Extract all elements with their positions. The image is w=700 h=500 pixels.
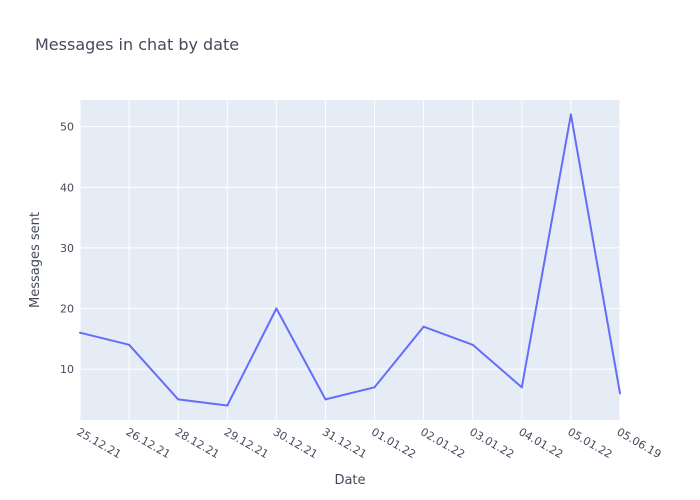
x-tick-label: 05.01.22: [565, 425, 614, 461]
x-tick-label: 01.01.22: [369, 425, 418, 461]
series-layer: [79, 113, 621, 407]
data-point: [177, 398, 180, 401]
data-point: [520, 386, 523, 389]
y-tick-label: 30: [60, 242, 74, 255]
x-tick-label: 28.12.21: [173, 425, 222, 461]
x-tick-label: 25.12.21: [75, 425, 124, 461]
x-tick-label: 02.01.22: [418, 425, 467, 461]
data-point: [569, 113, 572, 116]
x-tick-label: 05.06.19: [615, 425, 664, 461]
y-axis-title: Messages sent: [28, 212, 43, 308]
chart-title: Messages in chat by date: [35, 35, 239, 54]
data-point: [128, 343, 131, 346]
y-tick-label: 40: [60, 181, 74, 194]
y-axis-ticks: 10 20 30 40 50: [60, 121, 74, 376]
x-axis-ticks: 25.12.21 26.12.21 28.12.21 29.12.21 30.12.21…: [75, 425, 664, 461]
x-tick-label: 26.12.21: [124, 425, 173, 461]
y-tick-label: 20: [60, 302, 74, 315]
series-line: [79, 113, 621, 407]
data-point: [275, 307, 278, 310]
x-tick-label: 03.01.22: [467, 425, 516, 461]
data-point: [619, 392, 621, 395]
data-point: [471, 343, 474, 346]
data-point: [422, 325, 425, 328]
y-tick-label: 50: [60, 121, 74, 134]
x-axis-title: Date: [334, 473, 365, 488]
data-point: [226, 404, 229, 407]
data-point: [324, 398, 327, 401]
data-point: [79, 331, 81, 334]
x-tick-label: 30.12.21: [271, 425, 320, 461]
x-tick-label: 04.01.22: [516, 425, 565, 461]
data-point: [373, 386, 376, 389]
grid-lines: [79, 100, 621, 420]
x-tick-label: 31.12.21: [320, 425, 369, 461]
plot-area: [80, 100, 620, 420]
y-tick-label: 10: [60, 363, 74, 376]
x-tick-label: 29.12.21: [222, 425, 271, 461]
